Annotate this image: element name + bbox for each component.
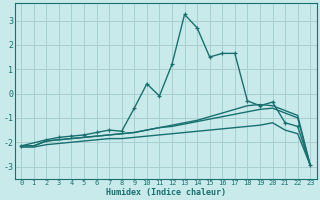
X-axis label: Humidex (Indice chaleur): Humidex (Indice chaleur) (106, 188, 226, 197)
